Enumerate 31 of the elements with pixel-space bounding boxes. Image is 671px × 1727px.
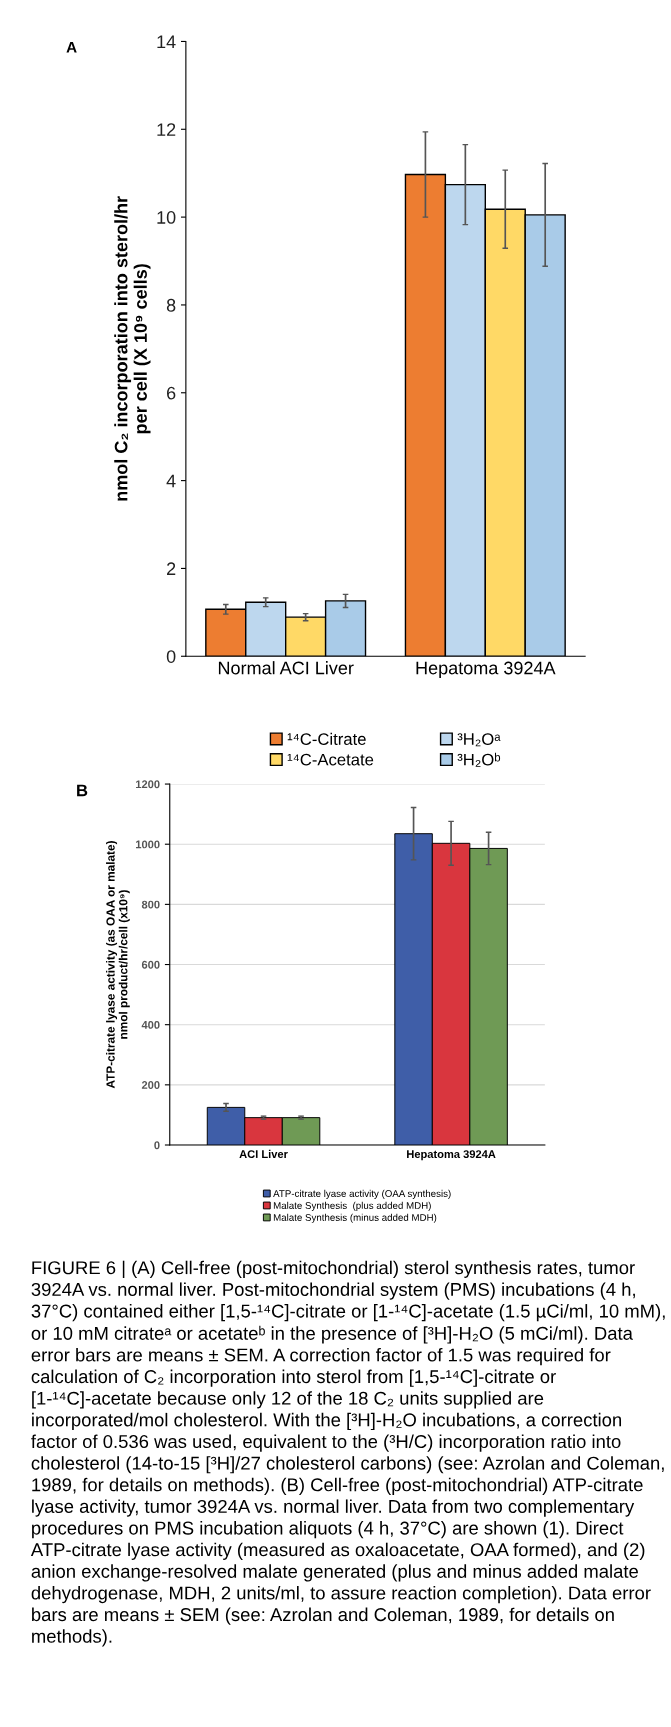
x-tick-label: ACI Liver xyxy=(239,1149,288,1159)
y-tick-label: 12 xyxy=(157,123,176,136)
x-tick-label: Hepatoma 3924A xyxy=(407,1150,496,1161)
y-tick-label: 800 xyxy=(141,900,160,909)
x-tick-label: Normal ACI Liver xyxy=(218,661,354,675)
legend-label: ATP-citrate lyase activity (OAA synthesis) xyxy=(273,1189,451,1199)
y-tick-label: 6 xyxy=(167,386,176,400)
legend-label: Malate Synthesis (plus added MDH) xyxy=(273,1201,431,1211)
y-tick-label: 1200 xyxy=(136,780,160,789)
y-tick-label: 4 xyxy=(166,474,176,488)
y-axis-title: ATP-citrate lyase activity (as OAA or malate) nmol product/hr/cell (x10⁹) xyxy=(106,841,130,1089)
text: FIGURE 6 | (A) Cell-free (post-mitochondrial) sterol synthesis rates, tumor 3924A vs. normal liver. Post-mitochondrial system (PMS) incubations (4 h, 37°C) contained either [1,5-¹⁴C]-citrate or [1-¹⁴C]-acetate (1.5 µCi/ml, 10 mM), or 10 mM citrateᵃ or acetateᵇ in the presence of [³H]-H₂O (5 mCi/ml). Data error bars are means ± SEM. A correction factor of 1.5 was required for calculation of C₂ incorporation into sterol from [1,5-¹⁴C]-citrate or [1-¹⁴C]-acetate because only 12 of the 18 C₂ units supplied are incorporated/mol cholesterol. With the [³H]-H₂O incubations, a correction factor of 0.536 was used, equivalent to the (³H/C) incorporation ratio into cholesterol (14-to-15 [³H]/27 cholesterol carbons) (see: Azrolan and Coleman, 1989, for details on methods). (B) Cell-free (post-mitochondrial) ATP-citrate lyase activity, tumor 3924A vs. normal liver. Data from two complementary procedures on PMS incubation aliquots (4 h, 37°C) are shown (1). Direct ATP-citrate lyase activity (measured as oxaloacetate, OAA formed), and (2) anion exchange-resolved malate generated (plus and minus added malate dehydrogenase, MDH, 2 units/ml, to assure reaction completion). Data error bars are means ± SEM (see: Azrolan and Coleman, 1989, for details on methods). xyxy=(30,1260,665,1647)
y-tick-label: 400 xyxy=(141,1020,160,1029)
y-tick-label: 10 xyxy=(157,211,176,224)
legend-label: ³H₂Oᵇ xyxy=(457,752,501,767)
x-tick-label: Hepatoma 3924A xyxy=(416,661,556,678)
y-tick-label: 14 xyxy=(157,35,176,48)
legend-label: ³H₂Oᵃ xyxy=(457,733,501,747)
chart-title: A xyxy=(66,42,77,53)
y-tick-label: 600 xyxy=(141,960,160,969)
y-axis-title: nmol C₂ incorporation into sterol/hr per cell (X 10⁹ cells) xyxy=(114,196,151,501)
y-tick-label: 8 xyxy=(166,298,176,312)
y-tick-label: 0 xyxy=(166,650,176,663)
chart-title: B xyxy=(77,784,88,797)
legend-label: ¹⁴C-Acetate xyxy=(287,753,374,766)
y-tick-label: 1000 xyxy=(136,840,160,849)
y-tick-label: 2 xyxy=(167,562,176,575)
legend-label: ¹⁴C-Citrate xyxy=(287,732,366,745)
y-tick-label: 200 xyxy=(141,1081,160,1089)
y-tick-label: 0 xyxy=(154,1141,160,1150)
legend-label: Malate Synthesis (minus added MDH) xyxy=(273,1213,437,1223)
